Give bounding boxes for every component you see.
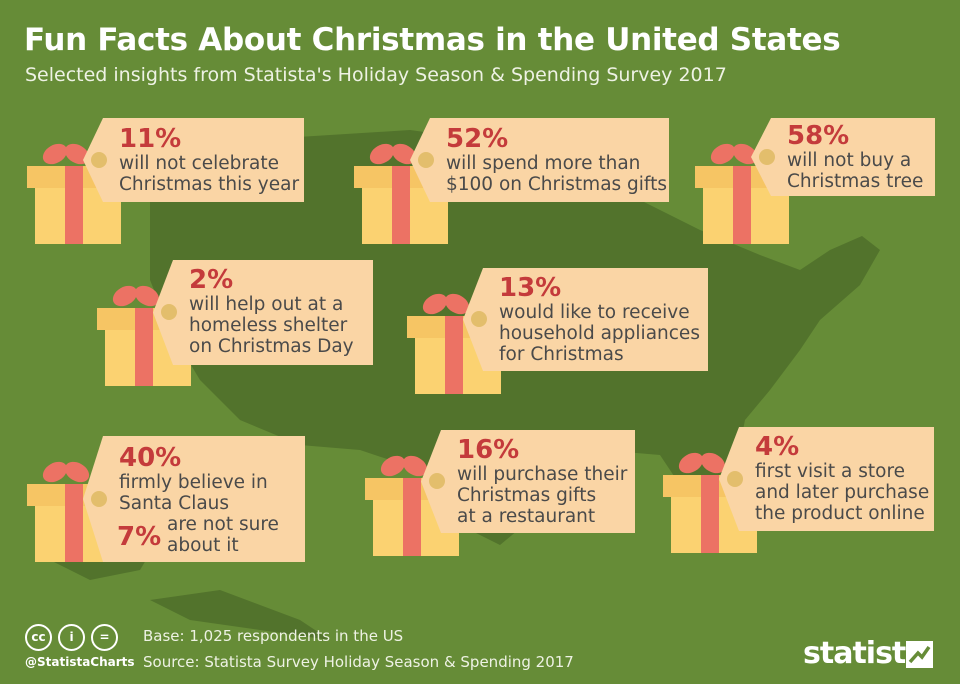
fact-text-line: will spend more than bbox=[446, 153, 641, 174]
fact-text-line: would like to receive bbox=[499, 302, 690, 323]
fact-percentage: 11% bbox=[119, 124, 182, 154]
fact-text-line: are not sure bbox=[167, 514, 279, 535]
tag-hole-icon bbox=[91, 491, 107, 507]
fact-tag bbox=[83, 118, 304, 202]
attribution-icon[interactable]: i bbox=[58, 624, 85, 651]
fact-text-line: the product online bbox=[755, 503, 925, 524]
tag-hole-icon bbox=[418, 152, 434, 168]
tag-hole-icon bbox=[161, 304, 177, 320]
base-note: Base: 1,025 respondents in the US bbox=[143, 627, 404, 645]
source-note: Source: Statista Survey Holiday Season &… bbox=[143, 653, 574, 671]
tag-hole-icon bbox=[759, 149, 775, 165]
fact-text-line: homeless shelter bbox=[189, 315, 348, 336]
fact-text-line: $100 on Christmas gifts bbox=[446, 174, 668, 195]
fact-text-line: firmly believe in bbox=[119, 472, 268, 493]
fact-text-line: and later purchase bbox=[755, 482, 930, 503]
fact-tag bbox=[83, 436, 305, 562]
fact-tag bbox=[421, 430, 635, 533]
no-derivatives-icon[interactable]: = bbox=[91, 624, 118, 651]
fact-percentage: 4% bbox=[755, 432, 800, 462]
statista-logo[interactable]: statista bbox=[803, 636, 926, 671]
fact-tag bbox=[410, 118, 669, 202]
fact-text-line: Christmas gifts bbox=[457, 485, 597, 506]
fact-percentage: 40% bbox=[119, 443, 182, 473]
statista-logo-mark-icon bbox=[906, 641, 933, 668]
fact-text-line: will help out at a bbox=[189, 294, 344, 315]
fact-text-line: Santa Claus bbox=[119, 493, 230, 514]
fact-text-line: Christmas this year bbox=[119, 174, 300, 195]
creative-commons-icon[interactable]: cc bbox=[25, 624, 52, 651]
fact-text-line: household appliances bbox=[499, 323, 700, 344]
page-subtitle: Selected insights from Statista's Holida… bbox=[25, 64, 727, 86]
fact-percentage: 2% bbox=[189, 265, 234, 295]
fact-tag bbox=[751, 118, 935, 196]
tag-hole-icon bbox=[429, 473, 445, 489]
fact-tag bbox=[153, 260, 373, 365]
fact-percentage: 13% bbox=[499, 273, 562, 303]
tag-hole-icon bbox=[727, 471, 743, 487]
fact-percentage: 52% bbox=[446, 124, 509, 154]
fact-text-line: will not buy a bbox=[787, 150, 912, 171]
fact-text-line: for Christmas bbox=[499, 344, 624, 365]
social-handle[interactable]: @StatistaCharts bbox=[25, 655, 135, 669]
fact-percentage-secondary: 7% bbox=[117, 522, 162, 552]
fact-text-line: will purchase their bbox=[457, 464, 628, 485]
tag-hole-icon bbox=[91, 152, 107, 168]
fact-text-line: at a restaurant bbox=[457, 506, 596, 527]
fact-text-line: Christmas tree bbox=[787, 171, 924, 192]
fact-text-line: on Christmas Day bbox=[189, 336, 354, 357]
fact-tag bbox=[463, 268, 708, 371]
fact-percentage: 16% bbox=[457, 435, 520, 465]
page-title: Fun Facts About Christmas in the United … bbox=[24, 22, 841, 58]
fact-text-line: first visit a store bbox=[755, 461, 906, 482]
fact-percentage: 58% bbox=[787, 121, 850, 151]
fact-text-line: about it bbox=[167, 535, 239, 556]
tag-hole-icon bbox=[471, 311, 487, 327]
fact-text-line: will not celebrate bbox=[119, 153, 280, 174]
fact-tag bbox=[719, 427, 934, 531]
